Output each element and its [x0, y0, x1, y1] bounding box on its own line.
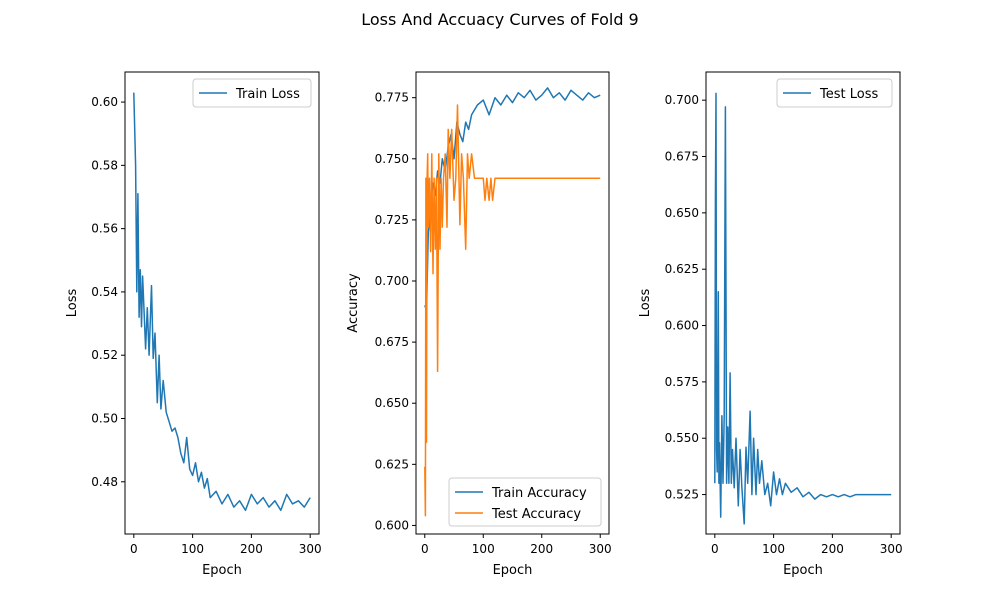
x-tick-label: 300	[589, 542, 612, 556]
legend-label: Test Loss	[819, 87, 878, 102]
x-tick-label: 200	[240, 542, 263, 556]
x-axis-label: Epoch	[493, 563, 533, 578]
legend: Train Accuracy Test Accuracy	[448, 477, 602, 527]
test-accuracy-line	[424, 104, 601, 517]
y-tick-label: 0.525	[665, 488, 699, 502]
train-accuracy-line	[424, 87, 601, 312]
x-tick-label: 0	[130, 542, 138, 556]
train-loss-chart: 0 100 200 300 0.48 0.50 0.52 0.54 0.56 0.58 0.60 Ep…	[65, 71, 322, 578]
x-tick-label: 100	[762, 542, 785, 556]
y-tick-label: 0.54	[91, 285, 118, 299]
y-tick-label: 0.625	[375, 457, 409, 471]
train-loss-line	[133, 92, 311, 512]
x-tick-label: 0	[421, 542, 429, 556]
y-tick-label: 0.750	[375, 152, 409, 166]
y-tick-label: 0.775	[375, 91, 409, 105]
plot-frame	[415, 71, 610, 535]
x-axis-label: Epoch	[202, 563, 242, 578]
y-tick-label: 0.700	[665, 93, 699, 107]
legend-label: Train Loss	[235, 87, 300, 102]
y-tick-label: 0.58	[91, 158, 118, 172]
y-axis-label: Loss	[638, 289, 653, 318]
y-tick-label: 0.50	[91, 412, 118, 426]
y-tick-label: 0.550	[665, 431, 699, 445]
x-tick-label: 200	[530, 542, 553, 556]
accuracy-chart: 0 100 200 300 0.600 0.625 0.650 0.675 0.700 0.725…	[346, 71, 612, 578]
y-tick-label: 0.52	[91, 348, 118, 362]
x-tick-label: 200	[821, 542, 844, 556]
x-tick-label: 300	[299, 542, 322, 556]
x-tick-label: 100	[181, 542, 204, 556]
y-tick-label: 0.575	[665, 375, 699, 389]
y-tick-label: 0.600	[375, 518, 409, 532]
legend-label: Train Accuracy	[491, 486, 587, 501]
legend-box	[192, 78, 312, 108]
plot-frame	[705, 71, 901, 535]
x-tick-label: 0	[711, 542, 719, 556]
x-axis-label: Epoch	[783, 563, 823, 578]
legend-box	[776, 78, 893, 108]
y-tick-label: 0.56	[91, 222, 118, 236]
legend: Test Loss	[776, 78, 893, 108]
legend-label: Test Accuracy	[491, 507, 581, 522]
y-tick-label: 0.60	[91, 95, 118, 109]
legend-box	[448, 477, 602, 527]
y-tick-label: 0.675	[375, 335, 409, 349]
figure-title: Loss And Accuacy Curves of Fold 9	[361, 10, 638, 29]
x-tick-label: 300	[880, 542, 903, 556]
y-tick-label: 0.650	[375, 396, 409, 410]
test-loss-line	[714, 92, 892, 525]
x-tick-label: 100	[472, 542, 495, 556]
y-tick-label: 0.600	[665, 319, 699, 333]
y-tick-label: 0.725	[375, 213, 409, 227]
plot-frame	[124, 71, 320, 535]
y-axis-label: Loss	[65, 289, 80, 318]
y-tick-label: 0.48	[91, 475, 118, 489]
y-tick-label: 0.700	[375, 274, 409, 288]
y-tick-label: 0.675	[665, 150, 699, 164]
y-axis-label: Accuracy	[346, 273, 361, 333]
test-loss-chart: 0 100 200 300 0.525 0.550 0.575 0.600 0.625 0.650…	[638, 71, 903, 578]
y-tick-label: 0.625	[665, 262, 699, 276]
y-tick-label: 0.650	[665, 206, 699, 220]
legend: Train Loss	[192, 78, 312, 108]
